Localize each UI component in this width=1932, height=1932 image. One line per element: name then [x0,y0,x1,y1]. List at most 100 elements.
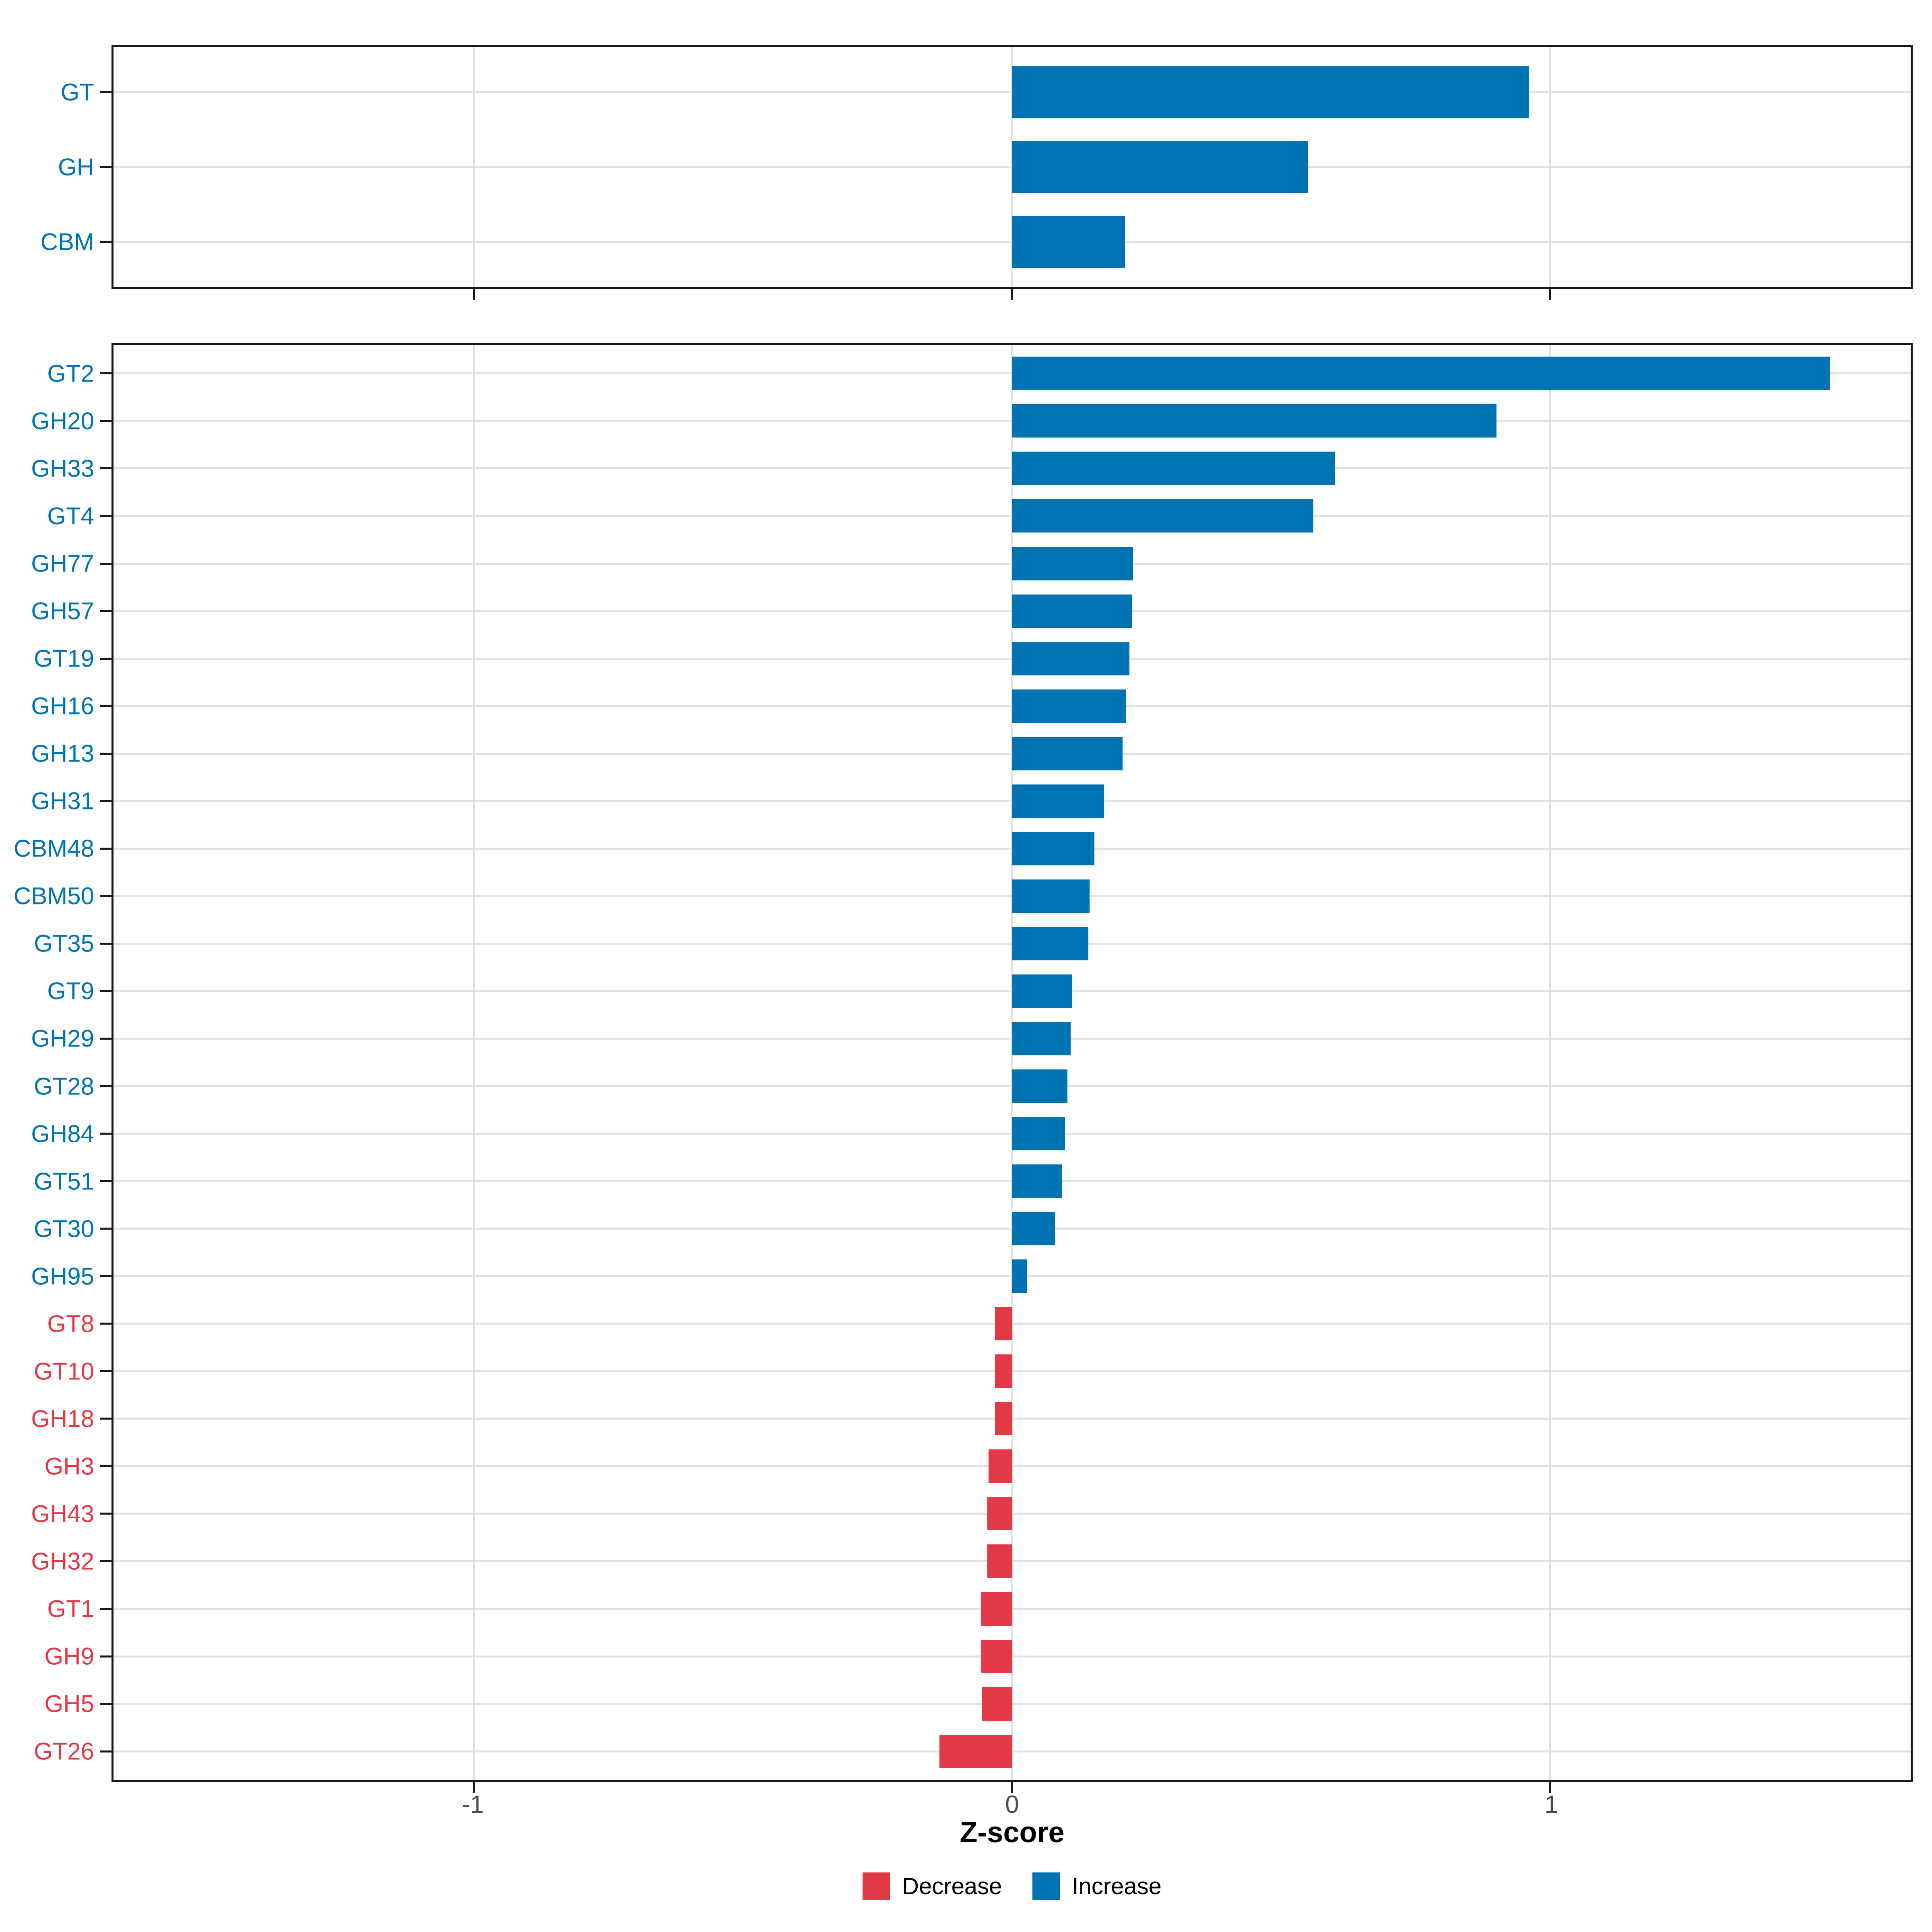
bar-CBM [1012,216,1125,268]
bar-GT35 [1012,927,1089,960]
y-axis-label-CBM50: CBM50 [13,882,94,910]
y-axis-label-GH18: GH18 [31,1405,94,1432]
y-axis-label-GH32: GH32 [31,1548,94,1575]
horizontal-gridline [114,1608,1911,1610]
legend-swatch-decrease-icon [863,1872,890,1900]
legend: Decrease Increase [111,1872,1913,1900]
y-axis-label-GT9: GT9 [47,977,94,1005]
y-axis-tick [100,1085,111,1088]
legend-label-decrease: Decrease [902,1873,1002,1899]
y-axis-label-GH33: GH33 [31,455,94,482]
y-axis-tick [100,752,111,755]
x-axis-tick [473,1782,475,1793]
y-axis-label-GH57: GH57 [31,597,94,625]
y-axis-tick [100,1323,111,1325]
bar-GH31 [1012,784,1104,818]
y-axis-label-GT51: GT51 [33,1168,94,1195]
horizontal-gridline [114,1465,1911,1468]
y-axis-tick [100,1370,111,1373]
x-tick-label-minus1: -1 [462,1791,484,1818]
y-axis-tick [100,166,111,168]
y-axis-label-GT8: GT8 [47,1310,94,1338]
y-axis-label-GH3: GH3 [44,1453,94,1480]
bar-GH57 [1012,594,1132,628]
y-axis-label-GT35: GT35 [33,930,94,957]
x-tick-label-zero: 0 [1005,1791,1019,1818]
bar-GH9 [981,1640,1012,1673]
y-axis-label-GT30: GT30 [33,1215,94,1243]
bar-CBM50 [1012,879,1090,913]
x-axis-tick [473,289,475,300]
y-axis-label-GT: GT [60,78,94,106]
bar-GH43 [987,1497,1012,1530]
bar-GT26 [939,1735,1012,1768]
y-axis-label-GH29: GH29 [31,1025,94,1052]
y-axis-tick [100,1608,111,1610]
legend-label-increase: Increase [1072,1873,1162,1899]
y-axis-tick [100,467,111,470]
x-axis-tick [1549,289,1551,300]
bar-GH95 [1012,1259,1027,1293]
y-axis-tick [100,1133,111,1135]
horizontal-gridline [114,1560,1911,1563]
horizontal-gridline [114,1323,1911,1325]
y-axis-tick [100,1655,111,1657]
bar-GH20 [1012,404,1496,438]
y-axis-label-GT1: GT1 [47,1595,94,1622]
y-axis-tick [100,1750,111,1752]
y-axis-tick [100,562,111,565]
vertical-gridline [1011,345,1013,1780]
legend-entry-increase: Increase [1032,1872,1162,1900]
y-axis-label-GH77: GH77 [31,550,94,577]
x-axis-tick [1011,1782,1013,1793]
y-axis-label-GH13: GH13 [31,740,94,767]
y-axis-label-GH16: GH16 [31,692,94,720]
y-axis-label-GT28: GT28 [33,1073,94,1100]
bar-GT8 [995,1307,1012,1340]
horizontal-gridline [114,1370,1911,1373]
x-axis-tick [1549,1782,1551,1793]
horizontal-gridline [114,1418,1911,1420]
y-axis-label-GT10: GT10 [33,1358,94,1385]
horizontal-gridline [114,1703,1911,1705]
bar-GH33 [1012,452,1335,485]
x-axis-tick-labels: -1 0 1 [111,1790,1913,1823]
bar-GH3 [988,1449,1012,1483]
horizontal-gridline [114,1513,1911,1515]
y-axis-tick [100,895,111,897]
bar-GH32 [987,1544,1012,1578]
y-axis-tick [100,800,111,802]
y-axis-label-GT4: GT4 [47,502,94,530]
y-axis-label-GT2: GT2 [47,360,94,387]
y-axis-tick [100,1703,111,1705]
bar-GT28 [1012,1069,1068,1103]
bar-GH13 [1012,737,1123,770]
bar-GT1 [981,1592,1012,1626]
y-axis-label-GH20: GH20 [31,407,94,435]
vertical-gridline [1549,345,1551,1780]
y-axis-tick [100,942,111,945]
horizontal-gridline [114,1750,1911,1752]
y-axis-label-GH9: GH9 [44,1643,94,1670]
panel-bottom-families: GT2 GH20 GH33 GT4 GH77 GH57 GT19 GH16 GH13 GH31 CB… [14,343,1913,1793]
bar-GH29 [1012,1022,1071,1055]
bar-GH16 [1012,689,1126,723]
y-axis-tick [100,1465,111,1468]
y-axis-tick [100,241,111,243]
y-axis-label-GH5: GH5 [44,1690,94,1717]
y-axis-label-CBM: CBM [40,228,94,256]
bar-GT [1012,66,1529,118]
y-axis-tick [100,847,111,850]
y-axis-label-GH43: GH43 [31,1500,94,1527]
bar-GT2 [1012,357,1830,390]
y-axis-label-GH31: GH31 [31,787,94,815]
bar-CBM48 [1012,832,1095,865]
y-axis-tick [100,657,111,660]
bar-GT9 [1012,974,1072,1008]
y-axis-tick [100,515,111,517]
y-axis-tick [100,1275,111,1278]
y-axis-tick [100,610,111,612]
bar-GH18 [995,1402,1012,1435]
y-axis-label-GH: GH [58,153,94,181]
